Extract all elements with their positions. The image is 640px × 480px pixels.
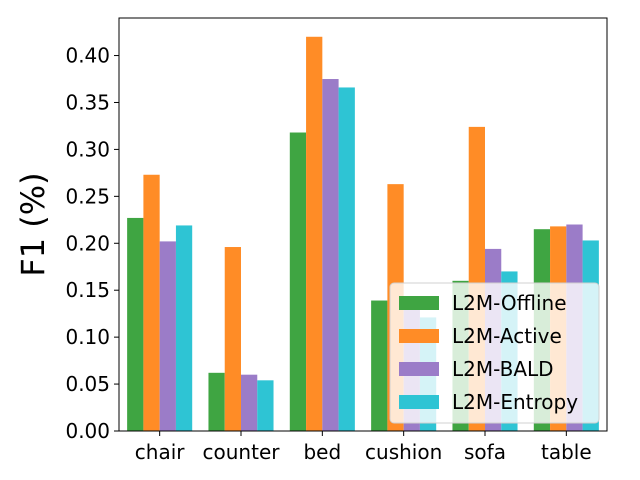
legend-swatch-l2m-offline [399, 296, 439, 310]
y-tick-label: 0.15 [65, 278, 110, 302]
bar-chair-l2m-bald [159, 241, 176, 431]
y-tick-label: 0.30 [65, 137, 110, 161]
bar-counter-l2m-entropy [257, 380, 274, 431]
bar-bed-l2m-entropy [338, 87, 355, 431]
y-tick-label: 0.40 [65, 44, 110, 68]
bar-chair-l2m-entropy [175, 225, 193, 431]
legend-swatch-l2m-entropy [399, 395, 439, 409]
bar-counter-l2m-active [224, 247, 241, 431]
legend-label-l2m-bald: L2M-BALD [452, 357, 554, 381]
x-tick-label-sofa: sofa [464, 440, 506, 464]
legend-label-l2m-entropy: L2M-Entropy [452, 390, 578, 414]
bar-bed-l2m-bald [322, 79, 339, 432]
bar-bed-l2m-active [306, 36, 323, 431]
x-tick-label-counter: counter [203, 440, 281, 464]
y-tick-label: 0.10 [65, 325, 110, 349]
bar-chair-l2m-active [143, 174, 160, 432]
x-tick-label-table: table [541, 440, 592, 464]
bar-counter-l2m-bald [241, 374, 258, 431]
y-axis-title: F1 (%) [14, 172, 52, 276]
bar-chair-l2m-offline [127, 217, 144, 431]
y-tick-label: 0.00 [65, 419, 110, 443]
bar-counter-l2m-offline [208, 372, 225, 431]
legend-swatch-l2m-active [399, 329, 439, 343]
y-tick-label: 0.25 [65, 184, 110, 208]
x-axis: chair counter bed cushion sofa table [135, 431, 592, 464]
y-tick-label: 0.05 [65, 372, 110, 396]
y-axis: 0.00 0.05 0.10 0.15 0.20 0.25 0.30 0.35 0.40 [65, 44, 119, 443]
y-tick-label: 0.20 [65, 231, 110, 255]
x-tick-label-bed: bed [303, 440, 341, 464]
plot-frame [118, 17, 608, 432]
x-tick-label-chair: chair [135, 440, 185, 464]
legend-label-l2m-active: L2M-Active [452, 324, 562, 348]
y-tick-label: 0.35 [65, 90, 110, 114]
legend-swatch-l2m-bald [399, 362, 439, 376]
legend-box [389, 282, 600, 424]
legend-label-l2m-offline: L2M-Offline [452, 291, 567, 315]
legend: L2M-Offline L2M-Active L2M-BALD L2M-Entropy [389, 282, 600, 424]
bar-bed-l2m-offline [289, 132, 307, 431]
bar-cushion-l2m-offline [371, 300, 388, 431]
x-tick-label-cushion: cushion [365, 440, 442, 464]
